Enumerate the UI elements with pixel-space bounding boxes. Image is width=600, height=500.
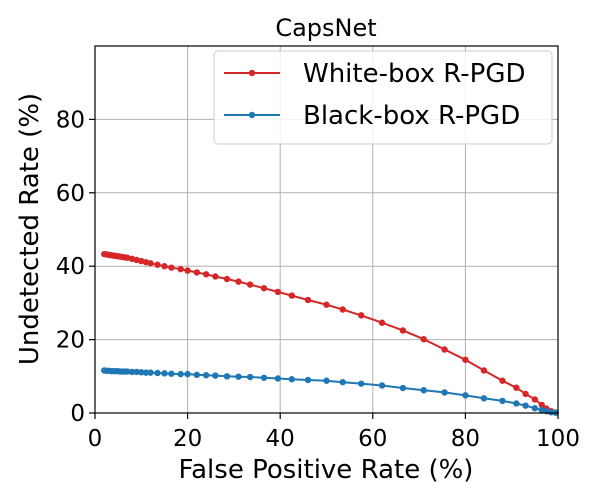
data-point — [193, 269, 201, 276]
data-point — [288, 376, 295, 383]
data-point — [168, 264, 175, 271]
data-point — [522, 402, 529, 409]
x-tick-label: 40 — [266, 426, 295, 452]
data-point — [168, 370, 175, 377]
x-tick-label: 20 — [173, 426, 202, 452]
data-point — [260, 374, 268, 381]
data-point — [274, 288, 282, 296]
data-point — [147, 260, 154, 267]
series-1 — [101, 367, 559, 416]
legend-item: White-box R-PGD — [224, 59, 526, 89]
legend-box — [213, 50, 553, 145]
data-point — [235, 373, 242, 380]
series-0 — [101, 250, 559, 416]
data-point — [184, 267, 191, 274]
axis-ticks: 0 20 40 60 80 100 0 20 40 60 80 — [56, 107, 580, 452]
legend-label: White-box R-PGD — [303, 59, 526, 89]
x-tick-label: 60 — [358, 426, 387, 452]
data-point — [323, 377, 330, 384]
data-point — [161, 370, 168, 377]
data-point — [274, 375, 282, 382]
data-point — [260, 285, 268, 292]
data-point — [124, 368, 131, 375]
data-point — [420, 387, 427, 394]
legend-label: Black-box R-PGD — [303, 101, 520, 131]
y-tick-label: 40 — [56, 254, 85, 280]
data-point — [147, 369, 154, 376]
data-point — [480, 367, 488, 374]
data-point — [378, 382, 386, 389]
data-point — [223, 373, 231, 380]
data-point — [513, 384, 520, 391]
data-point — [399, 327, 407, 334]
data-point — [399, 384, 407, 392]
data-point — [133, 368, 140, 376]
data-point — [358, 380, 365, 387]
data-point — [154, 261, 161, 268]
series-line — [104, 253, 556, 414]
y-tick-label: 80 — [56, 107, 85, 133]
data-point — [223, 275, 231, 283]
data-point — [128, 368, 136, 376]
data-point — [193, 371, 201, 379]
data-point — [547, 409, 555, 416]
data-point — [513, 400, 520, 407]
data-point — [339, 306, 346, 313]
data-point — [177, 370, 184, 378]
data-point — [462, 392, 469, 399]
data-point — [358, 312, 365, 319]
data-point — [538, 401, 545, 409]
data-point — [142, 369, 150, 376]
data-point — [202, 271, 210, 278]
data-point — [522, 390, 529, 398]
data-point — [339, 378, 346, 386]
data-point — [304, 376, 312, 384]
data-point — [202, 371, 210, 379]
y-tick-label: 20 — [56, 328, 85, 354]
axes-frame — [94, 45, 559, 414]
data-point — [288, 292, 295, 299]
data-point — [480, 395, 488, 402]
data-point — [177, 265, 184, 273]
x-tick-label: 100 — [536, 426, 580, 452]
plot-frame — [94, 45, 559, 414]
data-point — [154, 369, 161, 377]
data-point — [184, 370, 191, 378]
legend: White-box R-PGD Black-box R-PGD — [213, 50, 553, 145]
series-layer — [101, 250, 559, 416]
data-point — [420, 336, 427, 343]
legend-swatch-marker — [248, 111, 256, 119]
chart-title: CapsNet — [275, 14, 376, 42]
data-point — [531, 396, 539, 403]
legend-swatch-marker — [248, 69, 256, 77]
data-point — [246, 373, 254, 381]
x-tick-label: 80 — [451, 426, 480, 452]
data-point — [235, 278, 242, 285]
data-point — [138, 369, 145, 376]
data-point — [212, 273, 219, 280]
data-point — [462, 356, 469, 363]
y-tick-label: 0 — [70, 401, 85, 427]
data-point — [304, 296, 312, 304]
data-point — [441, 346, 448, 353]
data-point — [499, 377, 506, 384]
data-point — [161, 263, 168, 270]
y-axis-title: Undetected Rate (%) — [15, 93, 45, 365]
legend-item: Black-box R-PGD — [224, 101, 520, 131]
data-point — [531, 405, 539, 412]
data-point — [441, 389, 448, 396]
data-point — [246, 281, 254, 288]
x-axis-title: False Positive Rate (%) — [179, 455, 474, 485]
data-point — [323, 301, 330, 308]
data-point — [499, 397, 506, 405]
x-tick-label: 0 — [88, 426, 103, 452]
data-point — [212, 372, 219, 379]
y-tick-label: 60 — [56, 181, 85, 207]
data-point — [378, 319, 386, 326]
